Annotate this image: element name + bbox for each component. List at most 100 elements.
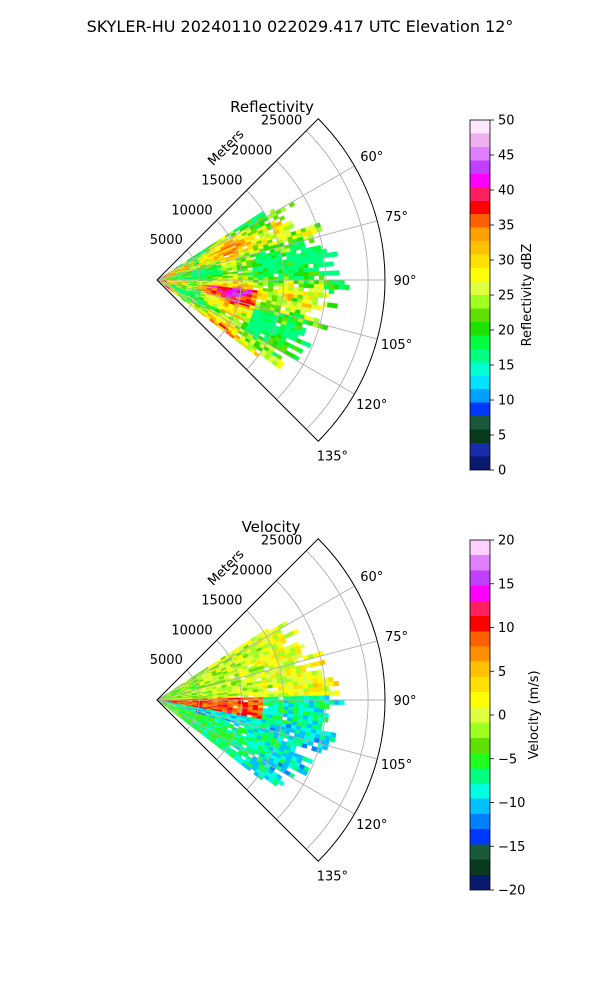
echo-cell [307,259,314,265]
echo-cell [301,676,308,681]
echo-cell [298,692,305,697]
echo-cell [302,680,309,685]
echo-cell [273,276,279,281]
reflectivity-colorbar-label: Reflectivity dBZ [520,244,535,347]
azimuth-spoke [156,699,378,760]
echo-cell [292,681,299,686]
azimuth-tick-label: 120° [356,818,387,833]
colorbar-tick-label: 45 [498,149,515,164]
echo-cell [322,677,329,683]
echo-cell [308,279,315,285]
echo-cell [313,682,319,688]
echo-cell [232,281,239,285]
echo-cell [277,686,284,691]
echo-cell [329,736,336,743]
echo-cell [283,692,289,697]
echo-cell [317,678,324,684]
echo-cell [333,680,339,687]
sector-frame [156,538,386,862]
echo-cell [293,688,299,693]
echo-cell [293,268,299,273]
colorbar-tick-label: 40 [498,184,515,199]
echo-cell [282,266,289,271]
echo-cell [247,692,254,696]
echo-cell [232,273,239,277]
velocity-azimuth-ticks: 60° 75° 90° 105° 120° 135° [317,570,417,884]
echo-cell [316,253,323,259]
echo-cell [297,264,304,270]
range-tick-label: 10000 [171,623,212,638]
echo-cell [272,267,279,272]
echo-cell [297,260,304,266]
echo-cell [283,286,289,291]
echo-cell [308,695,315,701]
azimuth-tick-label: 75° [385,630,408,645]
echo-cell [273,270,279,275]
echo-cell [287,681,294,687]
echo-cell [297,680,304,686]
azimuth-spoke [156,585,355,701]
echo-cell [242,272,249,276]
echo-cell [278,283,284,287]
echo-cell [271,780,279,787]
reflectivity-range-ticks: 5000 10000 15000 20000 25000 [150,114,303,248]
range-tick-label: 15000 [201,173,242,188]
echo-cell [278,279,284,284]
reflectivity-frame [156,118,386,442]
echo-cell [257,705,264,709]
echo-cell [339,279,345,286]
echo-cell [308,707,315,713]
echo-cell [308,683,314,689]
echo-cell [232,693,239,697]
azimuth-tick-label: 120° [356,398,387,413]
echo-cell [306,757,314,765]
range-tick-label: 15000 [201,593,242,608]
reflectivity-colorbar-fill [470,120,490,470]
echo-cell [303,703,310,709]
echo-cell [323,690,330,696]
echo-cell [268,276,274,281]
echo-cell [311,304,318,310]
velocity-echo-field [156,620,345,787]
echo-cell [252,694,259,698]
echo-cell [283,696,289,701]
echo-cell [287,223,295,230]
colorbar-tick-label: 5 [498,665,506,680]
colorbar-tick-label: 5 [498,429,506,444]
echo-cell [296,347,304,354]
echo-cell [288,696,294,701]
echo-cell [258,694,264,698]
echo-cell [257,688,264,693]
echo-cell [247,702,254,706]
echo-cell [262,271,269,275]
echo-cell [313,699,320,705]
echo-cell [298,272,305,277]
echo-cell [317,716,324,722]
echo-cell [308,291,314,297]
echo-cell [332,251,338,258]
echo-cell [323,695,330,701]
colorbar-tick-label: −20 [498,884,525,899]
echo-cell [303,267,309,273]
echo-cell [278,706,284,711]
velocity-colorbar-ticks: −20 −15 −10 −5 0 5 10 15 20 [490,534,525,899]
echo-cell [302,711,309,717]
echo-cell [308,691,315,697]
echo-cell [262,691,269,695]
echo-cell [318,699,325,705]
echo-cell [268,273,274,278]
echo-cell [312,258,319,264]
echo-cell [301,743,308,749]
echo-cell [245,765,252,772]
echo-cell [292,261,299,266]
echo-cell [278,273,284,277]
echo-cell [298,276,305,281]
echo-cell [302,715,309,720]
echo-cell [292,265,299,270]
echo-cell [313,712,319,718]
azimuth-spoke [156,220,378,281]
echo-cell [242,692,249,696]
echo-cell [328,690,335,696]
echo-cell [252,284,259,289]
echo-cell [308,271,315,277]
